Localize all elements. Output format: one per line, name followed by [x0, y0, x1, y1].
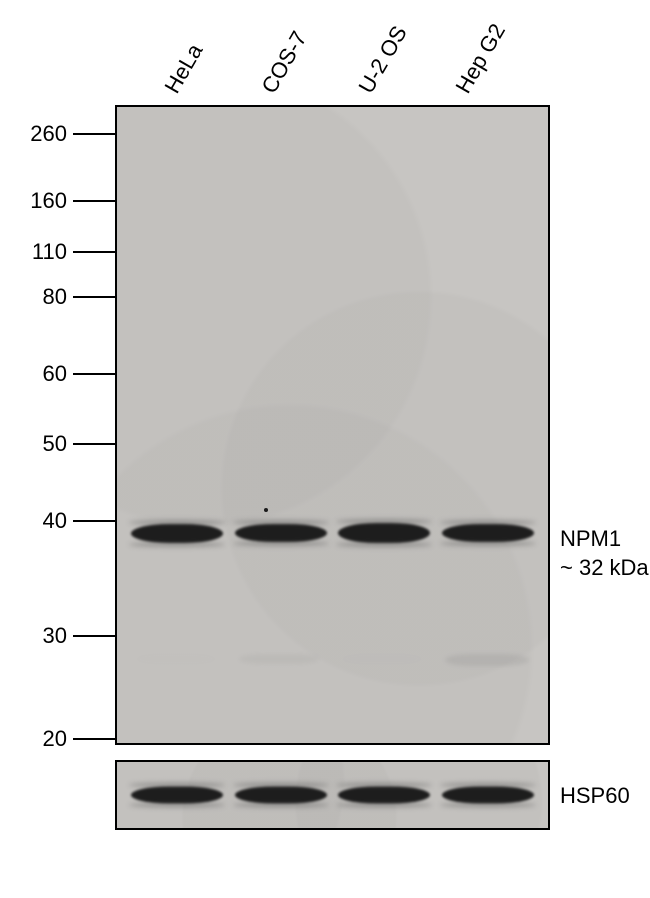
- loading-band-row: [117, 787, 548, 804]
- blot-panel-loading: [115, 760, 550, 830]
- lane-label-2: COS-7: [257, 27, 313, 98]
- mw-value: 260: [7, 121, 67, 147]
- mw-tick: 110: [0, 239, 115, 265]
- molecular-weight-ladder: 260 160 110 80 60 50 40 30 20: [0, 105, 115, 745]
- loading-band-lane-3: [338, 787, 430, 804]
- mw-tick: 260: [0, 121, 115, 147]
- faint-band-lane-2: [239, 654, 319, 664]
- lane-label-4: Hep G2: [450, 19, 510, 98]
- band-lane-3: [338, 523, 430, 543]
- loading-control-label: HSP60: [560, 782, 630, 811]
- mw-tick: 80: [0, 284, 115, 310]
- mw-tick: 160: [0, 188, 115, 214]
- band-lane-1: [131, 524, 223, 543]
- blot-panel-target: [115, 105, 550, 745]
- tick-icon: [73, 635, 115, 637]
- target-size: ~ 32 kDa: [560, 555, 649, 580]
- faint-band-row: [117, 654, 548, 666]
- mw-value: 110: [7, 239, 67, 265]
- mw-value: 50: [7, 431, 67, 457]
- tick-icon: [73, 738, 115, 740]
- tick-icon: [73, 251, 115, 253]
- mw-tick: 40: [0, 508, 115, 534]
- tick-icon: [73, 520, 115, 522]
- target-name: NPM1: [560, 526, 621, 551]
- mw-value: 60: [7, 361, 67, 387]
- loading-band-lane-2: [235, 787, 327, 804]
- mw-tick: 30: [0, 623, 115, 649]
- faint-band-lane-4: [445, 654, 529, 666]
- loading-band-lane-1: [131, 787, 223, 804]
- right-annotations: NPM1 ~ 32 kDa HSP60: [560, 0, 650, 898]
- western-blot-figure: HeLa COS-7 U-2 OS Hep G2 260 160 110 80 …: [0, 0, 650, 898]
- mw-value: 80: [7, 284, 67, 310]
- mw-value: 20: [7, 726, 67, 752]
- loading-band-lane-4: [442, 787, 534, 804]
- tick-icon: [73, 296, 115, 298]
- lane-label-3: U-2 OS: [353, 21, 412, 98]
- tick-icon: [73, 200, 115, 202]
- target-protein-label: NPM1 ~ 32 kDa: [560, 525, 649, 582]
- mw-tick: 20: [0, 726, 115, 752]
- mw-value: 30: [7, 623, 67, 649]
- lane-labels: HeLa COS-7 U-2 OS Hep G2: [120, 18, 550, 98]
- mw-value: 160: [7, 188, 67, 214]
- mw-tick: 60: [0, 361, 115, 387]
- mw-value: 40: [7, 508, 67, 534]
- target-band-row: [117, 523, 548, 543]
- mw-tick: 50: [0, 431, 115, 457]
- tick-icon: [73, 373, 115, 375]
- band-lane-4: [442, 524, 534, 542]
- tick-icon: [73, 443, 115, 445]
- faint-band-lane-1: [136, 654, 216, 664]
- band-lane-2: [235, 524, 327, 542]
- tick-icon: [73, 133, 115, 135]
- film-noise: [117, 107, 548, 743]
- faint-band-lane-3: [342, 654, 422, 664]
- lane-label-1: HeLa: [160, 39, 209, 98]
- artifact-dot-icon: [264, 508, 268, 512]
